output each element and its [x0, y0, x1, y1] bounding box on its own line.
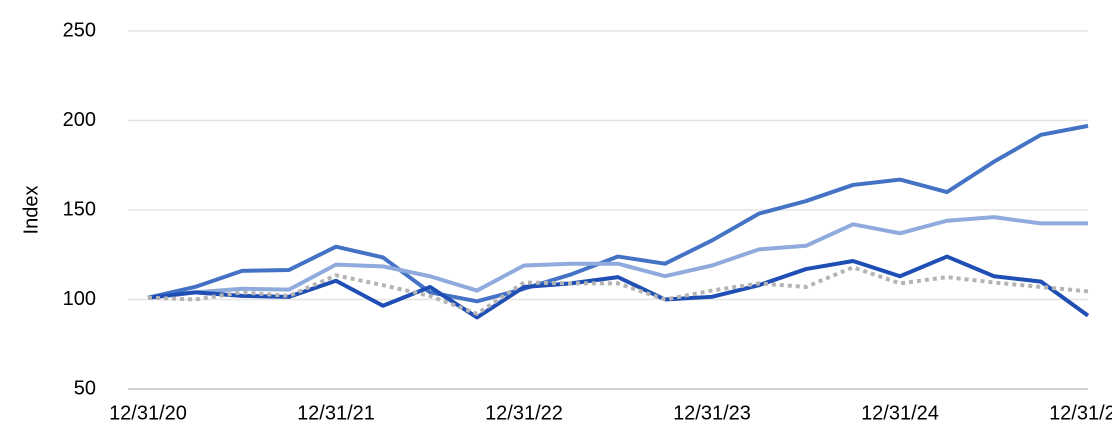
series-line	[147, 254, 1090, 320]
y-tick-label: 200	[63, 109, 96, 131]
x-tick-label: 12/31/23	[673, 402, 751, 424]
y-tick-label: 100	[63, 288, 96, 310]
x-tick-label: 12/31/22	[485, 402, 563, 424]
series-line	[147, 123, 1089, 304]
y-axis-label: Index	[20, 186, 42, 235]
x-tick-label: 12/31/24	[861, 402, 939, 424]
series-line	[147, 265, 1089, 316]
x-tick-label: 12/31/25	[1049, 402, 1112, 424]
series-line	[147, 215, 1088, 300]
x-tick-label: 12/31/20	[109, 402, 187, 424]
y-tick-label: 50	[74, 377, 96, 399]
y-tick-label: 250	[63, 19, 96, 41]
x-tick-label: 12/31/21	[297, 402, 375, 424]
y-tick-label: 150	[63, 198, 96, 220]
